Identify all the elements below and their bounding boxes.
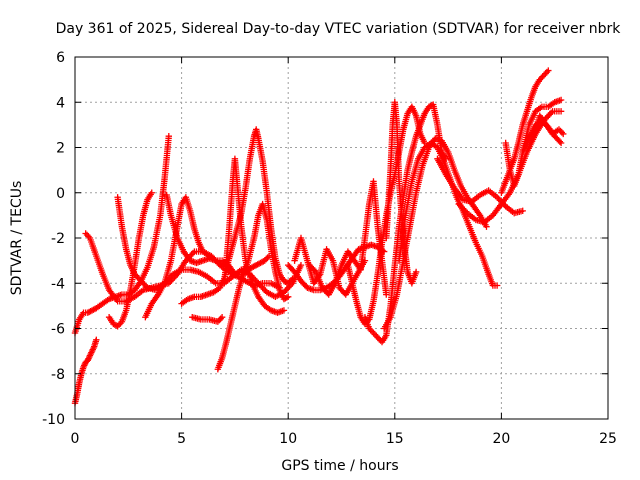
point-marker (285, 293, 292, 301)
point-marker (556, 138, 564, 145)
x-tick-label: 25 (599, 431, 617, 447)
chart-title: Day 361 of 2025, Sidereal Day-to-day VTE… (56, 21, 622, 37)
series-track-25 (530, 112, 567, 140)
data-marks (71, 67, 567, 407)
y-tick-label: 6 (56, 50, 65, 66)
point-marker (289, 275, 296, 282)
point-marker (265, 252, 273, 260)
x-tick-label: 5 (177, 431, 186, 447)
point-marker (93, 336, 100, 344)
point-marker (297, 261, 305, 269)
y-tick-label: -4 (51, 276, 65, 292)
y-axis-label: SDTVAR / TECUs (9, 181, 25, 296)
point-marker (311, 267, 318, 274)
x-tick-label: 20 (492, 431, 510, 447)
point-marker (148, 189, 155, 196)
y-tick-label: -10 (42, 412, 65, 428)
point-marker (412, 268, 420, 276)
point-marker (483, 223, 490, 230)
point-marker (560, 130, 567, 138)
point-marker (557, 108, 565, 115)
y-tick-label: -2 (51, 231, 65, 247)
point-marker (113, 322, 120, 329)
series-track-10 (214, 252, 273, 373)
series-track-9 (189, 313, 226, 325)
point-marker (557, 96, 565, 104)
axis-ticks: 0 5 10 15 20 25 -10 -8 -6 -4 -2 0 2 4 6 (42, 50, 617, 447)
y-tick-label: -6 (51, 322, 65, 338)
x-tick-label: 10 (279, 431, 297, 447)
series-track-11 (221, 155, 288, 316)
x-axis-label: GPS time / hours (281, 458, 398, 474)
point-marker (383, 291, 390, 298)
point-marker (218, 313, 226, 321)
point-marker (283, 294, 290, 301)
point-marker (165, 132, 173, 140)
x-tick-label: 0 (71, 431, 80, 447)
series-track-15 (344, 103, 428, 328)
series-track-23 (502, 96, 565, 190)
x-tick-label: 15 (386, 431, 404, 447)
point-marker (557, 139, 565, 147)
y-tick-label: -8 (51, 367, 65, 383)
y-tick-label: 2 (56, 141, 65, 157)
series-track-14 (306, 178, 390, 298)
series-track-1 (71, 336, 100, 407)
series-track-17 (383, 99, 420, 287)
y-tick-label: 4 (56, 95, 65, 111)
point-marker (545, 67, 552, 74)
point-marker (493, 282, 501, 289)
point-marker (280, 307, 288, 314)
point-marker (283, 279, 290, 286)
y-tick-label: 0 (56, 186, 65, 202)
point-marker (519, 207, 526, 215)
